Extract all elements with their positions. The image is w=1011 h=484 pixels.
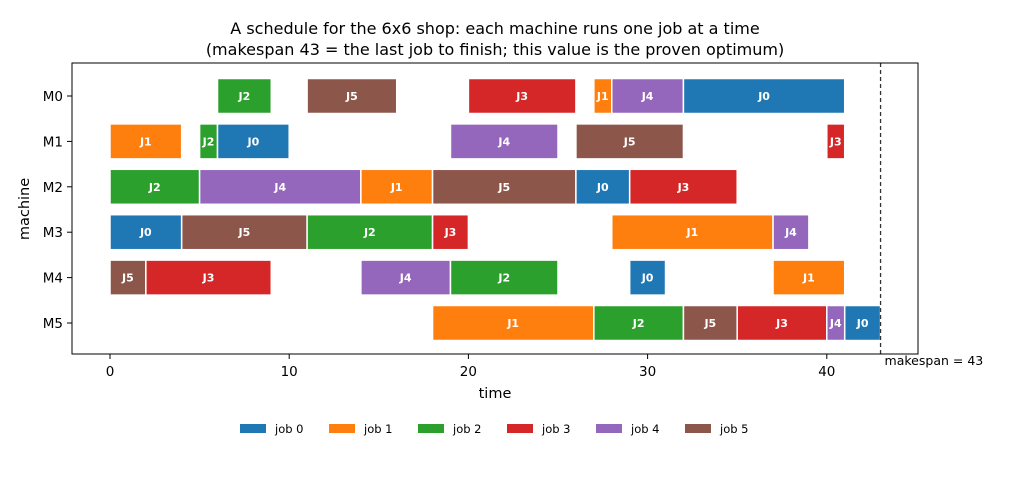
y-tick-label: M4 (43, 271, 63, 287)
y-axis-label: machine (17, 178, 33, 240)
task-bar-label: J0 (856, 317, 869, 330)
task-bar-label: J3 (775, 317, 788, 330)
x-tick-label: 10 (281, 364, 298, 380)
task-bar (360, 259, 452, 296)
legend-label: job 3 (541, 422, 571, 436)
task-bar-label: J2 (202, 135, 215, 148)
task-bar-label: J2 (238, 90, 251, 103)
task-bar-label: J0 (246, 135, 259, 148)
task-bar-label: J1 (390, 181, 403, 194)
x-tick-label: 30 (639, 364, 656, 380)
task-bar (216, 123, 290, 160)
legend-swatch (507, 424, 533, 433)
task-bar (431, 213, 470, 251)
task-bar (109, 213, 183, 251)
task-bar-label: J4 (497, 135, 510, 148)
plot-frame (71, 62, 919, 355)
legend-swatch (685, 424, 711, 433)
task-bar (198, 168, 362, 206)
task-bar (306, 213, 434, 251)
legend-swatch (240, 424, 266, 433)
y-tick-label: M5 (43, 316, 63, 332)
task-bar (772, 259, 846, 296)
task-bar-label: J2 (632, 317, 645, 330)
task-bar-label: J1 (139, 135, 152, 148)
task-bar-label: J0 (641, 272, 654, 285)
task-bar (180, 213, 308, 251)
task-bar (843, 304, 882, 342)
legend: job 0 job 1 job 2 job 3 job 4 job 5 (240, 422, 749, 436)
legend-swatch (596, 424, 622, 433)
legend-swatch (418, 424, 444, 433)
task-bar-label: J1 (802, 272, 815, 285)
y-tick-label: M0 (43, 89, 63, 105)
axes-layer: makespan = 43 0 10 20 30 40 M0 M1 M2 M3 M4 M5 (43, 63, 983, 380)
y-tick-label: M2 (43, 180, 63, 196)
task-bar (772, 213, 810, 251)
task-bar (109, 123, 183, 160)
task-bar-label: J0 (757, 90, 770, 103)
chart-title-line-2: (makespan 43 = the last job to finish; t… (206, 40, 784, 59)
task-bar-label: J2 (148, 181, 161, 194)
y-tick-label: M1 (43, 134, 63, 150)
task-bar-label: J4 (399, 272, 412, 285)
task-bar (449, 259, 559, 296)
legend-label: job 0 (274, 422, 304, 436)
task-bar-label: J4 (273, 181, 286, 194)
task-bar (628, 259, 667, 296)
task-bar (682, 77, 846, 115)
x-tick-label: 20 (460, 364, 477, 380)
task-bar-label: J1 (686, 226, 699, 239)
x-axis-label: time (479, 386, 512, 402)
task-bar-label: J2 (363, 226, 376, 239)
task-bar-label: J5 (238, 226, 251, 239)
task-bar-label: J5 (497, 181, 510, 194)
task-bar (826, 123, 846, 160)
legend-label: job 5 (719, 422, 749, 436)
x-tick-label: 40 (818, 364, 835, 380)
task-bar-label: J3 (202, 272, 215, 285)
legend-label: job 1 (363, 422, 393, 436)
task-bar (216, 77, 273, 115)
task-bar-label: J3 (515, 90, 528, 103)
task-bar (306, 77, 398, 115)
task-bar-label: J5 (703, 317, 716, 330)
task-bar (575, 123, 685, 160)
task-bar-label: J3 (444, 226, 457, 239)
task-bar (682, 304, 738, 342)
task-bar-label: J4 (784, 226, 797, 239)
x-tick-label: 0 (106, 364, 115, 380)
task-bar (611, 77, 685, 115)
legend-label: job 2 (452, 422, 482, 436)
task-bar-label: J4 (829, 317, 842, 330)
task-bar-label: J1 (506, 317, 519, 330)
task-bar-label: J5 (121, 272, 134, 285)
makespan-label: makespan = 43 (885, 353, 984, 368)
task-bar-label: J5 (345, 90, 358, 103)
task-bar (109, 259, 147, 296)
task-bar-label: J0 (139, 226, 152, 239)
task-bar (109, 168, 201, 206)
legend-label: job 4 (630, 422, 660, 436)
task-bar-label: J1 (596, 90, 609, 103)
task-bar (449, 123, 559, 160)
task-bar (145, 259, 273, 296)
task-bar-label: J0 (596, 181, 609, 194)
y-tick-label: M3 (43, 225, 63, 241)
task-bar (628, 168, 738, 206)
task-bar (467, 77, 577, 115)
task-bar-label: J4 (641, 90, 654, 103)
task-bar-label: J5 (623, 135, 636, 148)
task-bar (431, 304, 595, 342)
task-bar (431, 168, 577, 206)
task-bar-label: J2 (497, 272, 510, 285)
task-bar-label: J3 (829, 135, 842, 148)
task-bars: J2 J5 J3 J1 J4 J0 J1 J2 J0 J4 J5 J3 J2 J4 J1 J5 J0 J3 J0 J5… (109, 77, 882, 342)
legend-swatch (329, 424, 355, 433)
task-bar-label: J3 (677, 181, 690, 194)
chart-title-line-1: A schedule for the 6x6 shop: each machin… (230, 19, 759, 38)
